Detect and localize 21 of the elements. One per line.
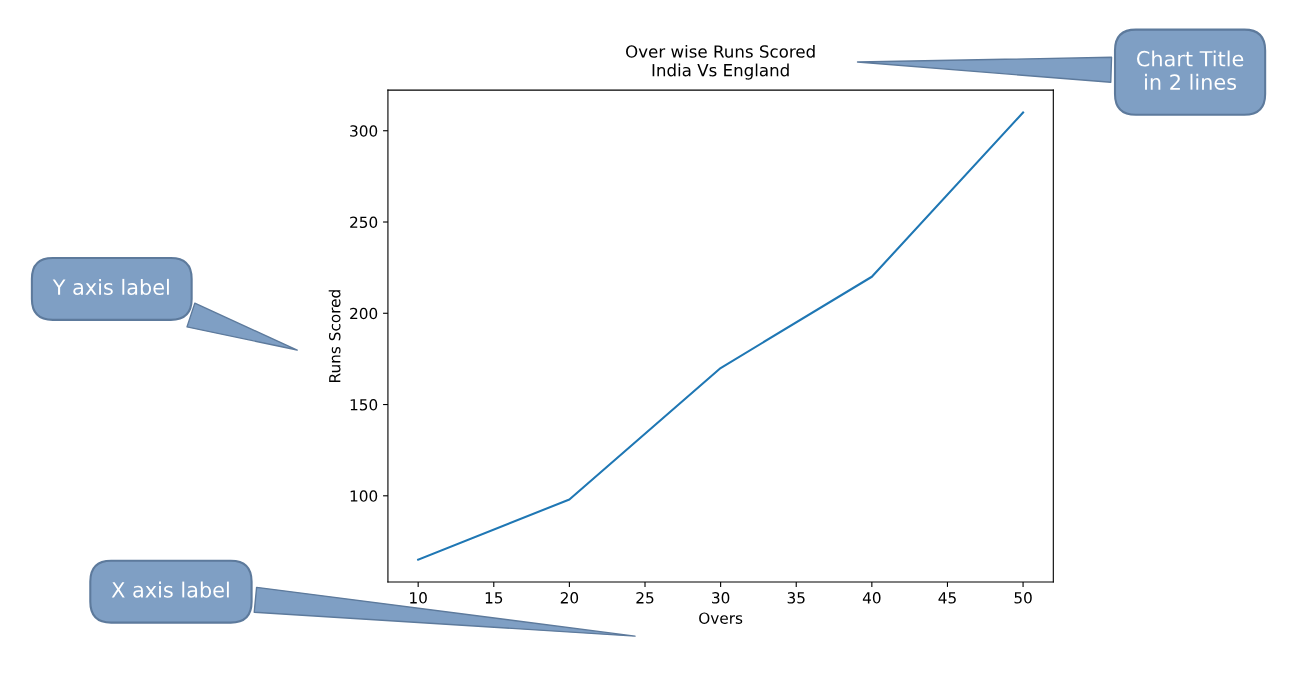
x-tick-label: 30 (712, 592, 730, 604)
y-tick-label: 250 (350, 216, 378, 229)
y-tick-label: 150 (350, 399, 378, 411)
text: X axis label (111, 581, 229, 598)
y-tick-label: 200 (350, 307, 378, 320)
chart-title: Over wise Runs Scored India Vs England (626, 44, 815, 80)
x-tick-label: 25 (636, 592, 654, 604)
x-tick-label: 10 (410, 592, 427, 604)
x-tick-label: 20 (560, 592, 579, 604)
text: Chart Title in 2 lines (1136, 50, 1244, 90)
y-tick-label: 300 (350, 125, 378, 137)
text: Y axis label (52, 278, 169, 295)
x-axis-title: Overs (699, 612, 743, 624)
y-axis-title: Runs Scored (328, 290, 341, 382)
x-tick-label: 40 (862, 592, 881, 604)
x-tick-label: 45 (938, 592, 956, 604)
x-tick-label: 35 (787, 592, 805, 604)
y-tick-label: 100 (350, 490, 378, 502)
x-tick-label: 50 (1014, 592, 1032, 604)
line-series (417, 111, 1025, 561)
x-tick-label: 15 (485, 592, 503, 604)
